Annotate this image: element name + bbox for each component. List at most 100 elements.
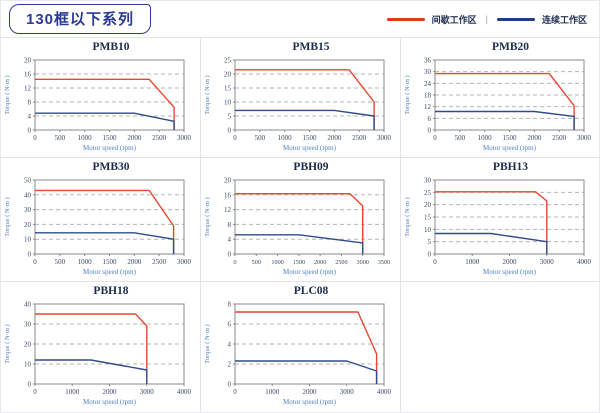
svg-text:2500: 2500 (552, 134, 567, 142)
chart-title-pbh18: PBH18 (93, 285, 129, 297)
svg-text:Motor speed (rpm): Motor speed (rpm) (83, 268, 137, 276)
svg-text:1500: 1500 (303, 134, 318, 142)
svg-text:Torque ( N·m ): Torque ( N·m ) (404, 197, 411, 236)
svg-text:0: 0 (433, 134, 437, 142)
chart-canvas-pmb10: 0 4 8 12 16 20 0 500 1000 1500 2000 2500 3000 Motor s… (4, 57, 192, 153)
svg-text:1500: 1500 (103, 258, 118, 266)
svg-text:Torque ( N·m ): Torque ( N·m ) (4, 324, 11, 363)
svg-text:Motor speed (rpm): Motor speed (rpm) (283, 268, 337, 276)
svg-text:Motor speed (rpm): Motor speed (rpm) (83, 398, 137, 406)
svg-text:2000: 2000 (303, 388, 318, 396)
svg-text:2000: 2000 (527, 134, 542, 142)
svg-text:3000: 3000 (577, 134, 592, 142)
svg-text:8: 8 (28, 99, 32, 107)
chart-grid: PMB10 0 4 8 12 16 20 0 500 1000 1500 2000 2500 3000 M… (1, 38, 599, 412)
svg-text:30: 30 (24, 206, 32, 214)
svg-text:30: 30 (424, 68, 432, 76)
svg-text:1000: 1000 (265, 388, 280, 396)
svg-text:20: 20 (24, 57, 32, 65)
legend-continuous-label: 连续工作区 (541, 14, 587, 25)
svg-text:0: 0 (33, 134, 37, 142)
svg-text:0: 0 (28, 127, 32, 135)
svg-text:12: 12 (224, 206, 232, 214)
legend: 间歇工作区 | 连续工作区 (386, 13, 587, 26)
svg-text:500: 500 (255, 134, 266, 142)
svg-text:500: 500 (55, 134, 66, 142)
svg-text:1500: 1500 (503, 134, 518, 142)
svg-text:Motor speed (rpm): Motor speed (rpm) (483, 268, 537, 276)
svg-text:20: 20 (24, 221, 32, 229)
chart-cell-pmb20: PMB20 0 6 12 18 24 30 36 0 500 1000 1500 2000 2500 30… (401, 38, 599, 158)
svg-text:Motor speed (rpm): Motor speed (rpm) (83, 144, 137, 152)
svg-text:24: 24 (424, 80, 432, 88)
svg-text:20: 20 (424, 201, 432, 209)
svg-text:4: 4 (228, 341, 232, 349)
svg-text:0: 0 (28, 381, 32, 389)
svg-text:Torque ( N·m ): Torque ( N·m ) (204, 324, 211, 363)
chart-cell-pbh09: PBH09 0 4 8 12 16 20 0 500 1000 1500 2000 2500 3000 3… (201, 158, 401, 282)
continuous-line-swatch-icon (496, 17, 535, 21)
chart-title-pmb30: PMB30 (92, 161, 130, 173)
svg-text:Torque ( N·m ): Torque ( N·m ) (4, 197, 11, 236)
svg-text:Motor speed (rpm): Motor speed (rpm) (283, 398, 337, 406)
svg-text:12: 12 (424, 103, 432, 111)
svg-text:3000: 3000 (340, 388, 355, 396)
svg-text:36: 36 (424, 57, 432, 65)
svg-text:Torque ( N·m ): Torque ( N·m ) (4, 75, 11, 114)
empty-cell (401, 282, 599, 412)
svg-text:20: 20 (24, 341, 32, 349)
chart-title-pbh09: PBH09 (293, 161, 329, 173)
svg-text:1000: 1000 (278, 134, 293, 142)
svg-text:2000: 2000 (103, 388, 118, 396)
legend-intermittent-label: 间歇工作区 (431, 14, 477, 25)
svg-text:2500: 2500 (152, 258, 167, 266)
svg-text:1000: 1000 (78, 134, 93, 142)
svg-text:Motor speed (rpm): Motor speed (rpm) (483, 144, 537, 152)
svg-text:500: 500 (252, 259, 261, 266)
svg-text:0: 0 (228, 251, 232, 259)
svg-text:3500: 3500 (378, 259, 390, 266)
svg-text:25: 25 (224, 57, 232, 65)
svg-text:10: 10 (424, 226, 432, 234)
series-title-badge: 130框以下系列 (9, 4, 152, 34)
svg-text:1500: 1500 (293, 259, 305, 266)
svg-text:3000: 3000 (357, 259, 369, 266)
svg-text:500: 500 (55, 258, 66, 266)
svg-text:1000: 1000 (271, 259, 283, 266)
svg-text:4000: 4000 (577, 258, 592, 266)
svg-text:1500: 1500 (103, 134, 118, 142)
svg-text:0: 0 (233, 388, 237, 396)
svg-text:25: 25 (424, 189, 432, 197)
chart-cell-plc08: PLC08 0 2 4 6 8 0 1000 2000 3000 4000 Motor speed … (201, 282, 401, 412)
chart-canvas-pmb20: 0 6 12 18 24 30 36 0 500 1000 1500 2000 2500 3000 Moto… (404, 57, 592, 153)
svg-text:1000: 1000 (65, 388, 80, 396)
chart-title-plc08: PLC08 (293, 285, 329, 297)
svg-text:15: 15 (424, 214, 432, 222)
svg-text:15: 15 (224, 85, 232, 93)
svg-text:3000: 3000 (177, 258, 192, 266)
svg-text:0: 0 (28, 251, 32, 259)
svg-text:0: 0 (433, 258, 437, 266)
svg-text:40: 40 (24, 301, 32, 309)
chart-canvas-pbh09: 0 4 8 12 16 20 0 500 1000 1500 2000 2500 3000 3500 Mot… (204, 177, 390, 277)
intermittent-line-swatch-icon (386, 17, 425, 21)
chart-canvas-pbh13: 0 5 10 15 20 25 30 0 1000 2000 3000 4000 Motor speed… (404, 177, 592, 277)
svg-text:1000: 1000 (478, 134, 493, 142)
svg-text:20: 20 (224, 177, 232, 185)
chart-canvas-pbh18: 0 10 20 30 40 0 1000 2000 3000 4000 Motor speed (r… (4, 301, 192, 407)
svg-text:4: 4 (228, 236, 232, 244)
chart-title-pmb20: PMB20 (491, 41, 530, 53)
svg-text:1000: 1000 (465, 258, 480, 266)
svg-text:3000: 3000 (140, 388, 155, 396)
svg-text:0: 0 (428, 127, 432, 135)
svg-text:2500: 2500 (152, 134, 167, 142)
chart-canvas-plc08: 0 2 4 6 8 0 1000 2000 3000 4000 Motor speed (rpm) T… (204, 301, 392, 407)
svg-text:12: 12 (24, 85, 32, 93)
svg-text:Motor speed (rpm): Motor speed (rpm) (283, 144, 337, 152)
svg-text:50: 50 (24, 177, 32, 185)
svg-text:3000: 3000 (540, 258, 555, 266)
chart-title-pbh13: PBH13 (492, 161, 529, 173)
svg-text:0: 0 (33, 258, 37, 266)
svg-text:6: 6 (228, 321, 232, 329)
